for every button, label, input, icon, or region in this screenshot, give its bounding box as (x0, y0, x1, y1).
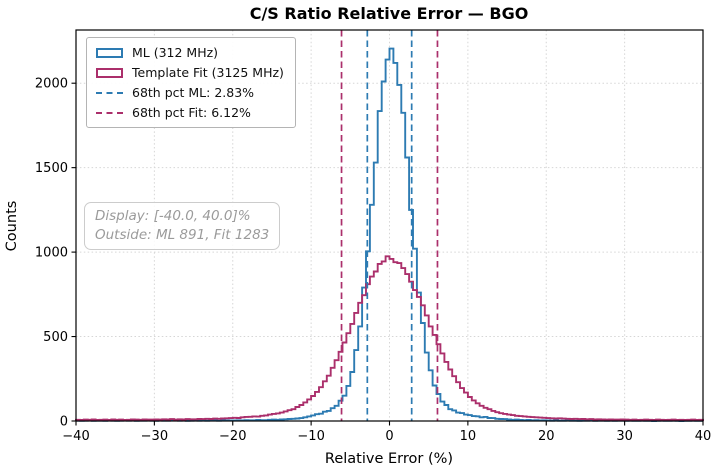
annotation-box: Display: [-40.0, 40.0]% Outside: ML 891,… (84, 202, 281, 251)
legend-swatch-dash-icon (96, 111, 123, 114)
legend-item: Template Fit (3125 MHz) (96, 65, 284, 80)
legend-item: ML (312 MHz) (96, 45, 284, 60)
legend-label: Template Fit (3125 MHz) (132, 65, 284, 80)
x-tick-label: −20 (219, 429, 246, 444)
legend-swatch-rect-icon (96, 47, 123, 58)
x-tick-label: 0 (385, 429, 393, 444)
histogram-fit (75, 255, 704, 421)
chart-title: C/S Ratio Relative Error — BGO (250, 4, 529, 23)
x-tick-label: −30 (141, 429, 168, 444)
legend-box: ML (312 MHz) Template Fit (3125 MHz) 68th … (86, 37, 296, 128)
legend-label: 68th pct ML: 2.83% (132, 85, 255, 100)
x-tick-label: −40 (62, 429, 89, 444)
y-axis-label: Counts (4, 201, 20, 252)
legend-swatch-dash-icon (96, 91, 123, 94)
y-tick-label: 2000 (35, 77, 68, 92)
y-tick-label: 0 (60, 415, 68, 430)
x-tick-label: −10 (297, 429, 324, 444)
legend-label: 68th pct Fit: 6.12% (132, 105, 251, 120)
annotation-line-display: Display: [-40.0, 40.0]% (95, 208, 251, 224)
y-tick-label: 500 (43, 330, 68, 345)
x-tick-label: 20 (538, 429, 555, 444)
x-axis-label: Relative Error (%) (325, 451, 453, 467)
legend-item: 68th pct Fit: 6.12% (96, 105, 284, 120)
y-tick-label: 1000 (35, 246, 68, 261)
x-tick-label: 40 (695, 429, 712, 444)
legend-label: ML (312 MHz) (132, 45, 219, 60)
chart-graphics: −40 −30 −20 −10 0 10 20 30 40 0 500 1000 1500 2000 (35, 29, 712, 444)
annotation-line-outside: Outside: ML 891, Fit 1283 (95, 227, 270, 244)
x-tick-label: 30 (616, 429, 633, 444)
legend-swatch-rect-icon (96, 67, 123, 78)
y-tick-label: 1500 (35, 161, 68, 176)
legend-item: 68th pct ML: 2.83% (96, 85, 284, 100)
x-tick-label: 10 (460, 429, 477, 444)
